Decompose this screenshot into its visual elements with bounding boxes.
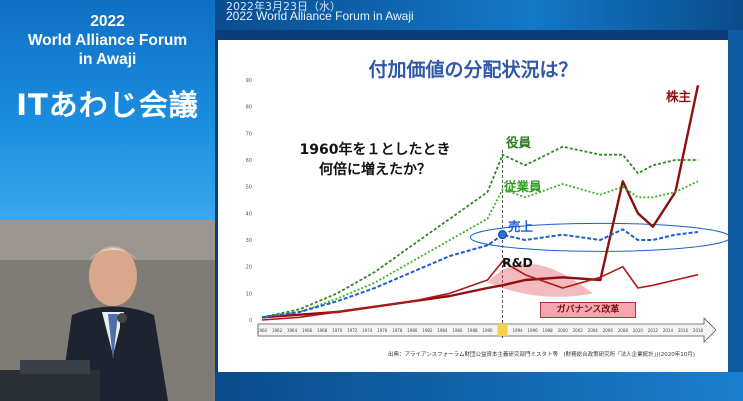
x-tick-label: 2012 xyxy=(648,328,659,333)
x-tick-label: 2008 xyxy=(618,328,629,333)
y-tick-label: 20 xyxy=(246,265,252,271)
x-tick-label: 1978 xyxy=(392,328,403,333)
distribution-chart: 0 10 20 30 40 50 60 70 80 90 1960 1962 1964 1966 1968 1… xyxy=(246,78,728,343)
series-line xyxy=(261,228,699,319)
y-tick-label: 40 xyxy=(246,211,252,217)
governance-reform-box: ガバナンス改革 xyxy=(540,302,636,318)
x-tick-label: 2004 xyxy=(588,328,599,333)
bottom-banner xyxy=(215,372,743,401)
label-rnd: R&D xyxy=(502,255,533,270)
label-employees: 従業員 xyxy=(504,179,542,194)
x-tick-label: 2002 xyxy=(573,328,584,333)
series-line xyxy=(261,180,699,319)
y-tick-label: 80 xyxy=(246,105,252,111)
y-tick-label: 10 xyxy=(246,291,252,297)
year-1992-highlight xyxy=(497,324,508,336)
speaker-figure xyxy=(0,220,215,401)
sales-1992-marker xyxy=(498,230,508,240)
x-tick-label: 2000 xyxy=(558,328,569,333)
sales-highlight-ellipse xyxy=(469,222,728,252)
y-tick-label: 30 xyxy=(246,238,252,244)
y-tick-label: 70 xyxy=(246,131,252,137)
x-tick-label: 2006 xyxy=(603,328,614,333)
x-tick-label: 1994 xyxy=(512,328,523,333)
x-tick-label: 1998 xyxy=(543,328,554,333)
x-tick-label: 1960 xyxy=(257,328,268,333)
x-tick-label: 2018 xyxy=(693,328,704,333)
series-line xyxy=(261,145,698,319)
x-axis-arrow xyxy=(257,317,717,343)
x-tick-label: 1962 xyxy=(272,328,283,333)
x-tick-label: 1970 xyxy=(332,328,343,333)
y-tick-label: 60 xyxy=(246,158,252,164)
x-tick-label: 1988 xyxy=(467,328,478,333)
x-tick-label: 1972 xyxy=(347,328,358,333)
forum-title-line: World Alliance Forum xyxy=(27,32,188,49)
x-tick-label: 1964 xyxy=(287,328,298,333)
x-tick-label: 2016 xyxy=(678,328,689,333)
question-line: 1960年を１としたとき xyxy=(299,142,451,158)
question-line: 何倍に増えたか？ xyxy=(319,162,431,178)
x-tick-label: 2010 xyxy=(633,328,644,333)
chart-source: 出典：アライアンスフォーラム財団公益資本主義研究部門ミスタト等 (財務総合政策研… xyxy=(388,352,695,358)
speaker-video xyxy=(0,220,215,401)
x-tick-label: 1968 xyxy=(317,328,328,333)
forum-name-header: 2022 World Alliance Forum in Awaji xyxy=(226,9,414,23)
top-banner xyxy=(215,0,743,30)
x-tick-label: 1984 xyxy=(437,328,448,333)
right-strip xyxy=(728,30,743,375)
x-tick-label: 1986 xyxy=(452,328,463,333)
event-title: ITあわじ会議 xyxy=(16,88,199,122)
y-tick-label: 50 xyxy=(246,185,252,191)
label-executives: 役員 xyxy=(506,135,532,150)
x-tick-label: 1982 xyxy=(422,328,433,333)
forum-title: 2022 World Alliance Forum in Awaji xyxy=(0,12,215,69)
forum-title-line: 2022 xyxy=(90,13,125,30)
x-tick-label: 1966 xyxy=(302,328,313,333)
x-tick-label: 2014 xyxy=(663,328,674,333)
label-shareholders: 株主 xyxy=(666,89,692,104)
x-tick-label: 1990 xyxy=(482,328,493,333)
event-date: 2022年3月23日（水） xyxy=(226,0,341,13)
slide-title: 付加価値の分配状況は？ xyxy=(368,59,578,81)
y-tick-label: 0 xyxy=(249,318,252,324)
sidebar-banner: 2022 World Alliance Forum in Awaji ITあわじ… xyxy=(0,0,215,220)
x-tick-label: 1980 xyxy=(407,328,418,333)
y-tick-label: 90 xyxy=(246,78,252,84)
forum-title-line: in Awaji xyxy=(78,51,137,68)
question-text: 1960年を１としたとき 何倍に増えたか？ xyxy=(270,140,480,180)
series-line xyxy=(261,260,699,321)
label-sales: 売上 xyxy=(508,219,534,234)
x-tick-label: 1976 xyxy=(377,328,388,333)
x-tick-label: 1996 xyxy=(528,328,539,333)
x-tick-label: 1974 xyxy=(362,328,373,333)
presentation-slide: 付加価値の分配状況は？ 0 10 20 30 40 50 60 70 80 90 1960 1962 1… xyxy=(218,40,728,372)
